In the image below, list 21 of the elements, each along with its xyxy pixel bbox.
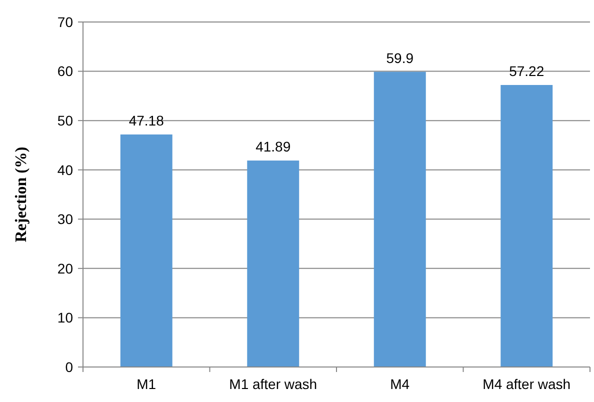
bar — [120, 134, 172, 367]
y-tick-label: 20 — [57, 260, 74, 276]
x-tick-label: M4 after wash — [482, 376, 571, 392]
y-axis-title: Rejection (%) — [13, 146, 30, 242]
y-tick-label: 40 — [57, 162, 74, 178]
y-tick-label: 60 — [57, 63, 74, 80]
y-tick-label: 50 — [57, 112, 74, 128]
y-tick-label: 10 — [57, 310, 74, 326]
x-tick-label: M4 — [390, 376, 410, 392]
data-label: 59.9 — [386, 50, 414, 66]
data-label: 57.22 — [509, 62, 544, 79]
bar — [500, 84, 553, 367]
y-tick-label: 0 — [65, 358, 74, 375]
bar — [247, 160, 300, 367]
data-label: 47.18 — [128, 112, 164, 128]
y-tick-label: 30 — [57, 211, 74, 228]
x-tick-label: M1 after wash — [229, 376, 318, 392]
y-tick-label: 70 — [57, 14, 74, 30]
x-tick-label: M1 — [136, 376, 156, 392]
data-label: 41.89 — [256, 138, 291, 155]
bar — [374, 72, 426, 367]
